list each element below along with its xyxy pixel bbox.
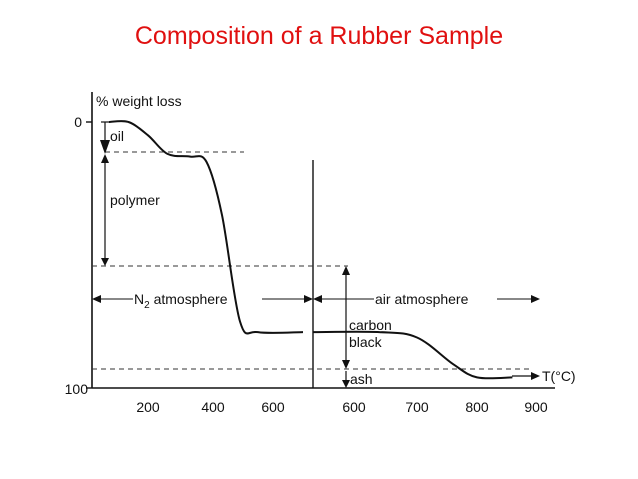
temp-unit-label: T(°C) bbox=[542, 368, 576, 384]
n2-label-sub: 2 bbox=[144, 300, 150, 311]
x-tick-label-700: 700 bbox=[405, 399, 429, 415]
air-arrow-head-right bbox=[531, 295, 540, 303]
polymer-label: polymer bbox=[110, 192, 160, 208]
n2-atmosphere-label: N2 atmosphere bbox=[134, 291, 228, 311]
series-line-n2 bbox=[108, 120, 304, 335]
series-layer bbox=[108, 120, 513, 380]
air-atmosphere-label: air atmosphere bbox=[375, 291, 469, 307]
n2-label-prefix: N bbox=[134, 291, 144, 307]
oil-bracket-arrowhead bbox=[100, 140, 110, 154]
air-arrow-head-left bbox=[313, 295, 322, 303]
slide-title: Composition of a Rubber Sample bbox=[134, 22, 504, 50]
polymer-bracket-arrowhead-bottom bbox=[101, 258, 109, 266]
ash-label: ash bbox=[350, 371, 373, 387]
x-tick-label-800: 800 bbox=[465, 399, 489, 415]
y-tick-label-100: 100 bbox=[65, 381, 89, 397]
carbon-bracket-arrowhead-top bbox=[342, 266, 350, 275]
y-tick-label-0: 0 bbox=[74, 114, 82, 130]
x-tick-label-600-a: 600 bbox=[261, 399, 285, 415]
x-tick-label-200: 200 bbox=[136, 399, 160, 415]
n2-arrow-head-right bbox=[304, 295, 313, 303]
x-tick-label-400: 400 bbox=[201, 399, 225, 415]
series-line-air bbox=[312, 330, 513, 380]
polymer-bracket-arrowhead-top bbox=[101, 154, 109, 163]
carbon-bracket-arrowhead-bottom bbox=[342, 360, 350, 369]
x-tick-label-900: 900 bbox=[524, 399, 548, 415]
black-label: black bbox=[349, 334, 383, 350]
n2-arrow-head-left bbox=[92, 295, 101, 303]
x-tick-label-600-b: 600 bbox=[342, 399, 366, 415]
ash-bracket-arrowhead bbox=[342, 380, 350, 388]
y-axis-label: % weight loss bbox=[96, 93, 182, 109]
oil-label: oil bbox=[110, 128, 124, 144]
n2-label-suffix: atmosphere bbox=[150, 291, 228, 307]
temp-arrow-head bbox=[531, 372, 540, 380]
carbon-label: carbon bbox=[349, 317, 392, 333]
